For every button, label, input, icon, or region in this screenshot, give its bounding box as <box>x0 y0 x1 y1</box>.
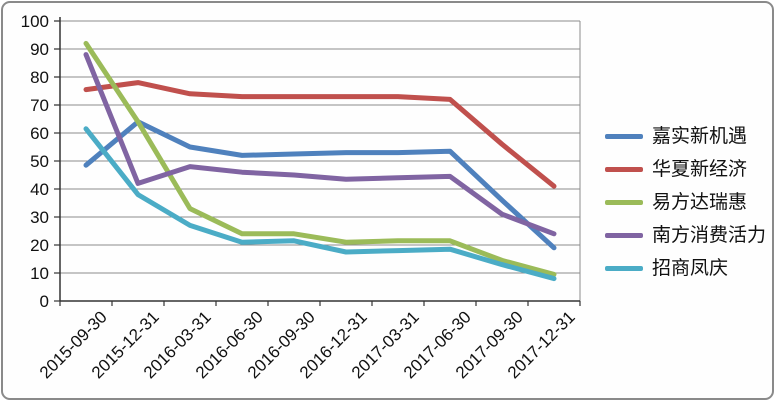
legend-item: 易方达瑞惠 <box>605 190 766 214</box>
y-axis-label: 0 <box>40 292 49 311</box>
y-axis-label: 100 <box>21 12 49 31</box>
legend-label: 华夏新经济 <box>652 158 748 180</box>
y-axis-label: 10 <box>30 264 49 283</box>
legend-item: 华夏新经济 <box>605 157 766 181</box>
legend-swatch <box>605 232 643 238</box>
y-axis-label: 80 <box>30 68 49 87</box>
y-axis-label: 30 <box>30 208 49 227</box>
series-line-1 <box>83 80 557 189</box>
legend-label: 易方达瑞惠 <box>652 191 748 213</box>
legend-item: 南方消费活力 <box>605 223 766 247</box>
y-axis-label: 70 <box>30 96 49 115</box>
legend: 嘉实新机遇华夏新经济易方达瑞惠南方消费活力 招商凤庆 <box>605 124 766 280</box>
series-line-4 <box>83 126 557 282</box>
legend-label: 嘉实新机遇 <box>652 125 748 147</box>
legend-swatch <box>605 133 643 139</box>
y-axis-label: 20 <box>30 236 49 255</box>
legend-swatch <box>605 166 643 172</box>
y-axis-label: 60 <box>30 124 49 143</box>
chart-svg: 01020304050607080901002015-09-302015-12-… <box>21 12 581 382</box>
series-line-3 <box>83 52 557 237</box>
legend-swatch <box>605 199 643 205</box>
y-axis-label: 90 <box>30 40 49 59</box>
legend-label: 南方消费活力 <box>652 224 767 246</box>
series-line-0 <box>83 119 557 251</box>
y-axis-label: 50 <box>30 152 49 171</box>
series-line-2 <box>83 40 557 277</box>
legend-item: 招商凤庆 <box>605 256 766 280</box>
legend-item: 嘉实新机遇 <box>605 124 766 148</box>
legend-label: 招商凤庆 <box>652 257 729 279</box>
legend-swatch <box>605 265 643 271</box>
y-axis-label: 40 <box>30 180 49 199</box>
